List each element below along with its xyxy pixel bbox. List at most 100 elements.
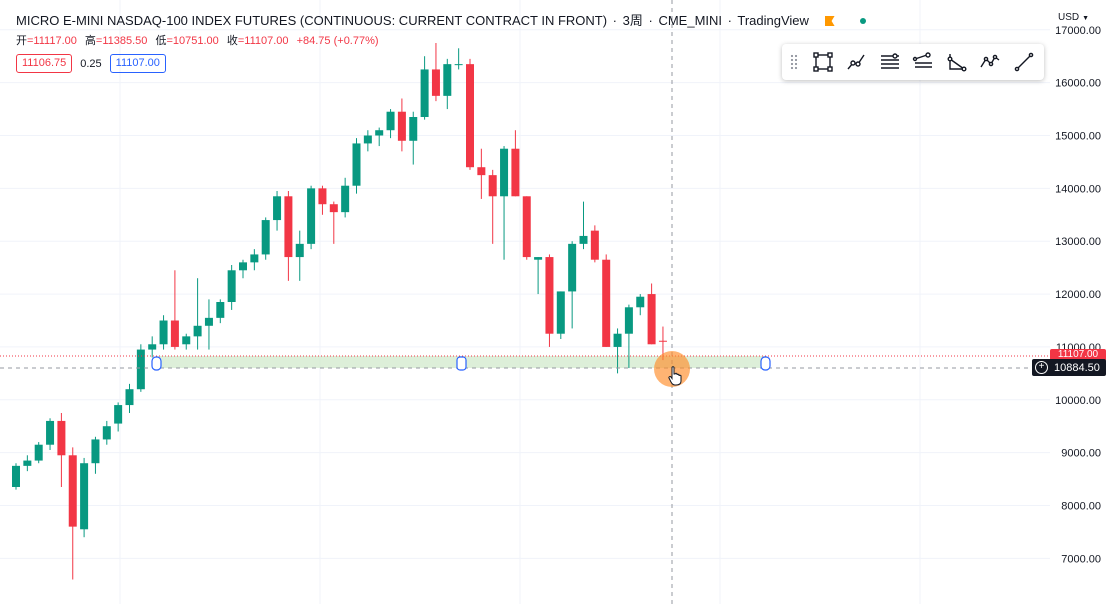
candle xyxy=(409,111,418,165)
crosshair-price-label[interactable]: + 10884.50 xyxy=(1032,359,1106,376)
price-tick-label: 9000.00 xyxy=(1061,448,1101,460)
triangle-pattern-icon[interactable] xyxy=(943,48,970,76)
candle xyxy=(636,294,645,316)
zone-handle-left[interactable] xyxy=(151,356,162,371)
price-tick-label: 12000.00 xyxy=(1055,289,1101,301)
candle xyxy=(261,217,270,260)
candle xyxy=(363,130,372,152)
candle xyxy=(193,278,202,350)
close-value: =11107.00 xyxy=(237,35,289,47)
spread-value: 0.25 xyxy=(80,57,102,70)
trend-line-icon[interactable] xyxy=(843,48,870,76)
candle xyxy=(227,265,236,310)
candle-body xyxy=(488,175,497,197)
candle xyxy=(534,257,543,295)
candle-body xyxy=(250,254,259,263)
candle-body xyxy=(307,188,316,244)
candle-body xyxy=(182,336,191,345)
candle-body xyxy=(57,420,66,456)
candle-body xyxy=(477,167,486,176)
candle xyxy=(12,463,20,490)
candle-body xyxy=(284,196,293,258)
candle xyxy=(522,196,531,260)
candle xyxy=(148,336,157,358)
candle xyxy=(420,56,429,120)
candle-body xyxy=(568,243,577,292)
candle xyxy=(170,270,179,350)
candle-body xyxy=(613,333,622,347)
candle-series xyxy=(12,43,667,580)
candle xyxy=(477,148,486,199)
candle xyxy=(318,185,327,215)
candle-body xyxy=(204,317,213,326)
candle-body xyxy=(466,64,474,168)
candle xyxy=(102,420,111,445)
candle xyxy=(159,315,168,350)
candle-body xyxy=(545,257,554,334)
exchange: CME_MINI xyxy=(658,13,723,28)
plus-icon[interactable]: + xyxy=(1035,361,1048,374)
price-axis[interactable]: 7000.008000.009000.0010000.0011000.00120… xyxy=(1055,25,1101,566)
candle-body xyxy=(579,235,588,244)
candle-body xyxy=(273,196,282,221)
candle xyxy=(488,169,497,244)
rectangle-icon[interactable] xyxy=(809,48,836,76)
parallel-channel-icon[interactable] xyxy=(876,48,903,76)
candle xyxy=(375,127,384,147)
sell-button[interactable]: 11106.75 xyxy=(16,54,73,73)
price-tick-label: 10000.00 xyxy=(1055,395,1101,407)
symbol-name[interactable]: MICRO E-MINI NASDAQ-100 INDEX FUTURES (C… xyxy=(16,13,608,28)
currency-selector[interactable]: USD ▼ xyxy=(1058,12,1089,23)
candle-body xyxy=(556,291,565,334)
candle-body xyxy=(534,257,543,260)
candle xyxy=(647,283,656,345)
change-value: +84.75 (+0.77%) xyxy=(296,35,379,47)
candle xyxy=(273,191,282,231)
interval[interactable]: 3周 xyxy=(622,13,643,28)
candle-body xyxy=(500,148,509,197)
price-tick-label: 14000.00 xyxy=(1055,183,1101,195)
candle-body xyxy=(170,320,179,347)
candle-body xyxy=(647,294,656,345)
market-status-icon[interactable] xyxy=(860,18,867,24)
candle xyxy=(545,254,554,347)
candle xyxy=(624,304,633,369)
candle-body xyxy=(12,465,20,487)
ohlc-legend: 开=11117.00 高=11385.50 低=10751.00 收=11107… xyxy=(16,32,384,48)
buy-button[interactable]: 11107.00 xyxy=(109,54,166,73)
hand-cursor-icon xyxy=(668,366,682,386)
chevron-down-icon: ▼ xyxy=(1082,15,1090,22)
candle xyxy=(182,333,191,350)
zone-handle-middle[interactable] xyxy=(456,356,467,371)
candle xyxy=(431,43,440,102)
candle xyxy=(295,230,304,281)
flag-icon[interactable] xyxy=(824,16,835,26)
candle-body xyxy=(397,111,406,141)
candle-body xyxy=(420,69,429,117)
candle xyxy=(91,436,100,474)
candle xyxy=(590,225,599,263)
polyline-icon[interactable] xyxy=(977,48,1004,76)
candle-body xyxy=(261,220,270,255)
candle-body xyxy=(80,463,89,530)
candle xyxy=(136,344,145,392)
drag-handle-icon[interactable] xyxy=(790,54,800,70)
line-icon[interactable] xyxy=(1010,48,1037,76)
candle xyxy=(329,201,338,244)
candle-body xyxy=(125,389,134,406)
zone-handle-right[interactable] xyxy=(760,356,771,371)
candle-body xyxy=(216,302,225,318)
candle-body xyxy=(386,111,395,131)
fib-retracement-icon[interactable] xyxy=(910,48,937,76)
candle xyxy=(613,328,622,374)
candle xyxy=(284,191,293,281)
candle xyxy=(250,249,259,271)
candle xyxy=(239,259,247,279)
candle-body xyxy=(624,307,633,334)
drawing-toolbar xyxy=(782,44,1044,80)
price-tick-label: 7000.00 xyxy=(1061,553,1101,565)
candle-body xyxy=(602,259,611,347)
open-label: 开 xyxy=(16,35,27,47)
high-value: =11385.50 xyxy=(95,35,148,47)
